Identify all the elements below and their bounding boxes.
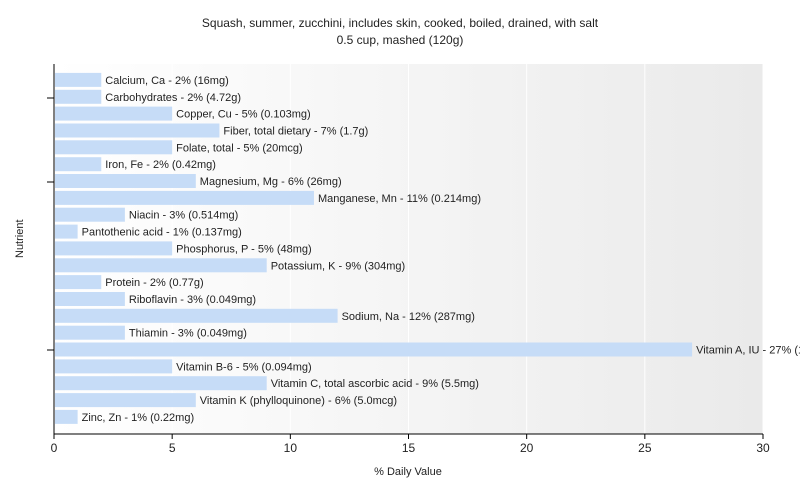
bar-label-8: Niacin - 3% (0.514mg) (129, 210, 238, 222)
bar-19 (55, 393, 196, 408)
bar-0 (55, 72, 102, 87)
bar-label-17: Vitamin B-6 - 5% (0.094mg) (176, 361, 312, 373)
bar-label-19: Vitamin K (phylloquinone) - 6% (5.0mcg) (200, 395, 397, 407)
bar-label-15: Thiamin - 3% (0.049mg) (129, 328, 247, 340)
bar-label-0: Calcium, Ca - 2% (16mg) (105, 75, 228, 87)
chart-title: Squash, summer, zucchini, includes skin,… (201, 16, 599, 30)
bar-label-6: Magnesium, Mg - 6% (26mg) (200, 176, 342, 188)
bar-14 (55, 308, 338, 323)
bar-6 (55, 174, 196, 188)
bar-label-9: Pantothenic acid - 1% (0.137mg) (82, 227, 242, 239)
bar-10 (55, 241, 173, 256)
x-axis-label: % Daily Value (374, 466, 442, 478)
bar-label-7: Manganese, Mn - 11% (0.214mg) (318, 193, 481, 205)
bar-7 (55, 190, 314, 205)
bar-label-20: Zinc, Zn - 1% (0.22mg) (82, 412, 194, 424)
bar-label-14: Sodium, Na - 12% (287mg) (342, 311, 475, 323)
bar-label-12: Protein - 2% (0.77g) (105, 277, 203, 289)
bar-label-11: Potassium, K - 9% (304mg) (271, 260, 406, 272)
x-tick-label-4: 20 (520, 441, 534, 455)
x-tick-label-6: 30 (756, 441, 770, 455)
bar-label-16: Vitamin A, IU - 27% (1340IU) (696, 345, 800, 357)
chart-subtitle: 0.5 cup, mashed (120g) (336, 33, 464, 47)
x-tick-label-0: 0 (51, 441, 58, 455)
bar-label-4: Folate, total - 5% (20mcg) (176, 142, 303, 154)
x-tick-label-1: 5 (169, 441, 176, 455)
bar-label-5: Iron, Fe - 2% (0.42mg) (105, 159, 216, 171)
bar-8 (55, 207, 125, 222)
bar-9 (55, 224, 78, 239)
bar-16 (55, 342, 693, 357)
bar-label-13: Riboflavin - 3% (0.049mg) (129, 294, 256, 306)
bar-label-10: Phosphorus, P - 5% (48mg) (176, 243, 312, 255)
bar-18 (55, 376, 267, 391)
bar-label-1: Carbohydrates - 2% (4.72g) (105, 92, 241, 104)
bar-2 (55, 106, 173, 121)
bar-17 (55, 359, 173, 374)
x-tick-label-2: 10 (284, 441, 298, 455)
x-tick-label-3: 15 (402, 441, 416, 455)
bar-20 (55, 409, 78, 424)
bar-15 (55, 325, 125, 340)
bar-13 (55, 292, 125, 306)
bar-11 (55, 258, 267, 273)
bar-4 (55, 140, 173, 155)
bar-3 (55, 123, 220, 138)
bar-label-3: Fiber, total dietary - 7% (1.7g) (223, 126, 368, 138)
bar-1 (55, 89, 102, 104)
bar-label-2: Copper, Cu - 5% (0.103mg) (176, 109, 311, 121)
x-tick-label-5: 25 (638, 441, 652, 455)
bar-5 (55, 157, 102, 172)
y-axis-label: Nutrient (14, 219, 26, 258)
bar-label-18: Vitamin C, total ascorbic acid - 9% (5.5… (271, 378, 479, 390)
bar-12 (55, 275, 102, 290)
